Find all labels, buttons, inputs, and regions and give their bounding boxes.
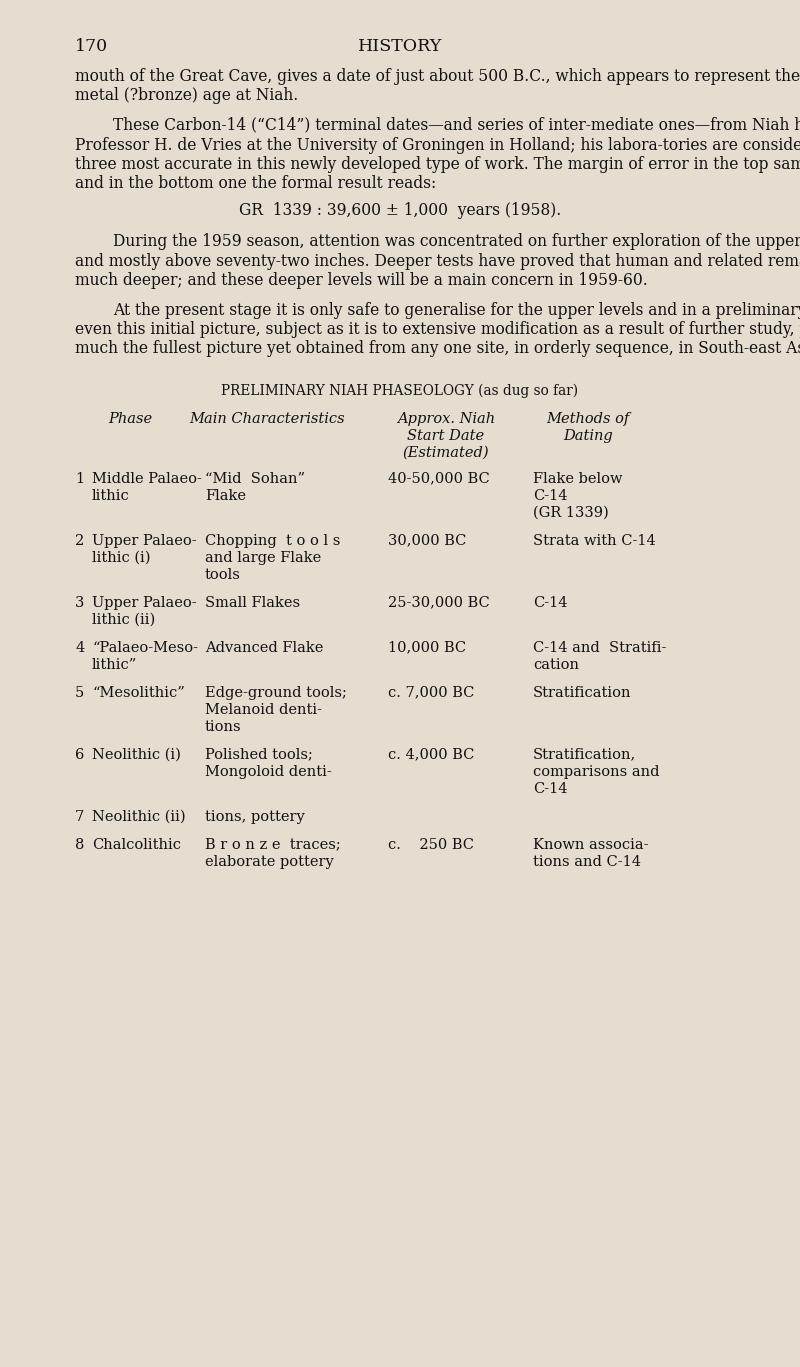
- Text: 7: 7: [75, 809, 84, 823]
- Text: lithic (i): lithic (i): [92, 551, 150, 565]
- Text: These Carbon-14 (“C14”) terminal dates—and series of inter­mediate ones—from Nia: These Carbon-14 (“C14”) terminal dates—a…: [113, 118, 800, 134]
- Text: C-14 and  Stratifi-: C-14 and Stratifi-: [533, 641, 666, 655]
- Text: 2: 2: [75, 533, 84, 548]
- Text: 25-30,000 BC: 25-30,000 BC: [388, 596, 490, 610]
- Text: Neolithic (ii): Neolithic (ii): [92, 809, 186, 823]
- Text: c. 4,000 BC: c. 4,000 BC: [388, 748, 474, 761]
- Text: Melanoid denti-: Melanoid denti-: [205, 703, 322, 716]
- Text: 6: 6: [75, 748, 84, 761]
- Text: “Mid  Sohan”: “Mid Sohan”: [205, 472, 305, 485]
- Text: tools: tools: [205, 567, 241, 581]
- Text: Methods of: Methods of: [546, 411, 630, 425]
- Text: C-14: C-14: [533, 488, 567, 503]
- Text: even this initial picture, subject as it is to extensive modification as a resul: even this initial picture, subject as it…: [75, 321, 800, 338]
- Text: 5: 5: [75, 686, 84, 700]
- Text: 10,000 BC: 10,000 BC: [388, 641, 466, 655]
- Text: Main Characteristics: Main Characteristics: [189, 411, 345, 425]
- Text: “Palaeo-Meso-: “Palaeo-Meso-: [92, 641, 198, 655]
- Text: Upper Palaeo-: Upper Palaeo-: [92, 533, 197, 548]
- Text: 30,000 BC: 30,000 BC: [388, 533, 466, 548]
- Text: three most accurate in this newly developed type of work. The margin of error in: three most accurate in this newly develo…: [75, 156, 800, 172]
- Text: C-14: C-14: [533, 596, 567, 610]
- Text: comparisons and: comparisons and: [533, 764, 659, 779]
- Text: C-14: C-14: [533, 782, 567, 796]
- Text: lithic: lithic: [92, 488, 130, 503]
- Text: and mostly above seventy-two inches. Deeper tests have proved that human and rel: and mostly above seventy-two inches. Dee…: [75, 253, 800, 269]
- Text: Stratification: Stratification: [533, 686, 631, 700]
- Text: “Mesolithic”: “Mesolithic”: [92, 686, 185, 700]
- Text: Phase: Phase: [108, 411, 152, 425]
- Text: much the fullest picture yet obtained from any one site, in orderly sequence, in: much the fullest picture yet obtained fr…: [75, 340, 800, 357]
- Text: Chalcolithic: Chalcolithic: [92, 838, 181, 852]
- Text: Start Date: Start Date: [407, 429, 485, 443]
- Text: mouth of the Great Cave, gives a date of just about 500 B.C., which appears to r: mouth of the Great Cave, gives a date of…: [75, 68, 800, 85]
- Text: 170: 170: [75, 38, 108, 55]
- Text: B r o n z e  traces;: B r o n z e traces;: [205, 838, 341, 852]
- Text: 4: 4: [75, 641, 84, 655]
- Text: Flake below: Flake below: [533, 472, 622, 485]
- Text: HISTORY: HISTORY: [358, 38, 442, 55]
- Text: Middle Palaeo-: Middle Palaeo-: [92, 472, 202, 485]
- Text: Neolithic (i): Neolithic (i): [92, 748, 181, 761]
- Text: During the 1959 season, attention was concentrated on further exploration of the: During the 1959 season, attention was co…: [113, 234, 800, 250]
- Text: Stratification,: Stratification,: [533, 748, 636, 761]
- Text: metal (?bronze) age at Niah.: metal (?bronze) age at Niah.: [75, 87, 298, 104]
- Text: Chopping  t o o l s: Chopping t o o l s: [205, 533, 340, 548]
- Text: Upper Palaeo-: Upper Palaeo-: [92, 596, 197, 610]
- Text: (GR 1339): (GR 1339): [533, 506, 609, 519]
- Text: c.    250 BC: c. 250 BC: [388, 838, 474, 852]
- Text: tions: tions: [205, 719, 242, 734]
- Text: elaborate pottery: elaborate pottery: [205, 854, 334, 868]
- Text: much deeper; and these deeper levels will be a main concern in 1959-60.: much deeper; and these deeper levels wil…: [75, 272, 648, 288]
- Text: Mongoloid denti-: Mongoloid denti-: [205, 764, 332, 779]
- Text: lithic”: lithic”: [92, 658, 138, 671]
- Text: 3: 3: [75, 596, 84, 610]
- Text: lithic (ii): lithic (ii): [92, 612, 155, 626]
- Text: Strata with C-14: Strata with C-14: [533, 533, 656, 548]
- Text: GR  1339 : 39,600 ± 1,000  years (1958).: GR 1339 : 39,600 ± 1,000 years (1958).: [239, 202, 561, 219]
- Text: Approx. Niah: Approx. Niah: [397, 411, 495, 425]
- Text: Known associa-: Known associa-: [533, 838, 649, 852]
- Text: 1: 1: [75, 472, 84, 485]
- Text: tions and C-14: tions and C-14: [533, 854, 641, 868]
- Text: At the present stage it is only safe to generalise for the upper levels and in a: At the present stage it is only safe to …: [113, 302, 800, 319]
- Text: Flake: Flake: [205, 488, 246, 503]
- Text: Advanced Flake: Advanced Flake: [205, 641, 323, 655]
- Text: and in the bottom one the formal result reads:: and in the bottom one the formal result …: [75, 175, 436, 191]
- Text: 8: 8: [75, 838, 84, 852]
- Text: tions, pottery: tions, pottery: [205, 809, 305, 823]
- Text: c. 7,000 BC: c. 7,000 BC: [388, 686, 474, 700]
- Text: Professor H. de Vries at the University of Groningen in Holland; his labora­tori: Professor H. de Vries at the University …: [75, 137, 800, 153]
- Text: Edge-ground tools;: Edge-ground tools;: [205, 686, 347, 700]
- Text: and large Flake: and large Flake: [205, 551, 322, 565]
- Text: PRELIMINARY NIAH PHASEOLOGY (as dug so far): PRELIMINARY NIAH PHASEOLOGY (as dug so f…: [222, 384, 578, 398]
- Text: cation: cation: [533, 658, 579, 671]
- Text: Small Flakes: Small Flakes: [205, 596, 300, 610]
- Text: Dating: Dating: [563, 429, 613, 443]
- Text: (Estimated): (Estimated): [402, 446, 490, 459]
- Text: 40-50,000 BC: 40-50,000 BC: [388, 472, 490, 485]
- Text: Polished tools;: Polished tools;: [205, 748, 313, 761]
